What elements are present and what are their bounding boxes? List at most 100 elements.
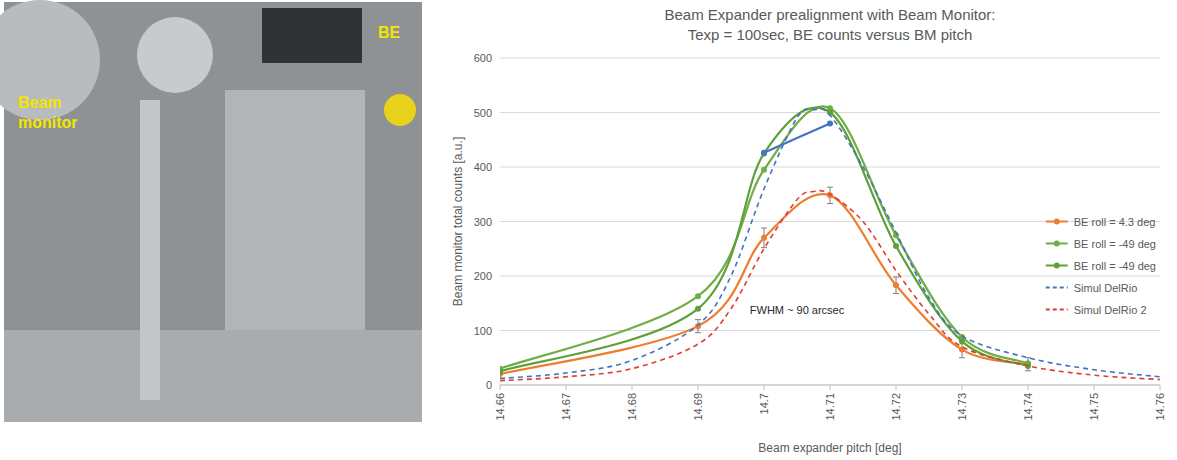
x-tick (962, 385, 963, 390)
error-bar-cap (761, 228, 767, 229)
x-tick (1028, 385, 1029, 390)
y-tick-label: 500 (474, 107, 492, 119)
text-line: Texp = 100sec, BE counts versus BM pitch (688, 26, 973, 43)
error-bar-cap (893, 293, 899, 294)
photo: Beam monitor BE (0, 0, 422, 422)
grid-line (500, 58, 1160, 59)
legend: BE roll = 4.3 deg BE roll = -49 deg BE rol… (1046, 216, 1156, 316)
text-line: BE (378, 24, 401, 41)
legend-marker (1054, 219, 1060, 225)
y-tick-label: 600 (474, 52, 492, 64)
legend-item: BE roll = -49 deg (1046, 260, 1156, 272)
text-line: Beam (18, 94, 62, 111)
photo-stage (225, 90, 365, 330)
annotation: FWHM ~ 90 arcsec (750, 304, 845, 316)
point (500, 368, 503, 374)
photo-marker (384, 94, 416, 126)
y-tick-label: 0 (486, 379, 492, 391)
error-bar-cap (893, 277, 899, 278)
plot-area (500, 105, 1160, 381)
legend-item: Simul DelRio (1046, 282, 1138, 294)
photo-label: BE (378, 24, 401, 41)
photo-table (4, 330, 422, 422)
point (827, 120, 833, 126)
point (761, 150, 767, 156)
point (893, 282, 899, 288)
x-tick (1160, 385, 1161, 390)
error-bar-cap (827, 203, 833, 204)
series-line (500, 191, 1160, 381)
legend-swatch (1046, 287, 1068, 289)
point (761, 150, 767, 156)
legend-item: Simul DelRio 2 (1046, 304, 1147, 316)
legend-marker (1054, 263, 1060, 269)
error-bar (893, 277, 899, 293)
photo-port (0, 0, 100, 120)
x-tick-label: 14.74 (1022, 393, 1034, 421)
series-line (764, 123, 830, 152)
legend-item: BE roll = -49 deg (1046, 238, 1156, 250)
x-tick-label: 14.73 (956, 393, 968, 421)
point (695, 306, 701, 312)
legend-item: BE roll = 4.3 deg (1046, 216, 1156, 228)
photo-monitor (140, 100, 160, 400)
point (695, 293, 701, 299)
x-tick-label: 14.75 (1088, 393, 1100, 421)
error-bar-cap (695, 332, 701, 333)
x-tick (632, 385, 633, 390)
point (959, 338, 965, 344)
y-tick-label: 100 (474, 325, 492, 337)
legend-label: Simul DelRio 2 (1074, 304, 1147, 316)
x-tick (500, 385, 501, 390)
y-axis-title: Beam monitor total counts [a.u.] (451, 137, 465, 306)
photo-port (137, 17, 213, 93)
error-bar-cap (959, 357, 965, 358)
x-tick-label: 14.69 (692, 393, 704, 421)
x-tick (830, 385, 831, 390)
legend-marker (1054, 241, 1060, 247)
text-line: Beam Expander prealignment with Beam Mon… (665, 6, 996, 23)
point (893, 243, 899, 249)
x-tick-label: 14.71 (824, 393, 836, 421)
point (761, 167, 767, 173)
y-tick-label: 300 (474, 216, 492, 228)
legend-swatch (1046, 309, 1068, 311)
series-line (500, 106, 1028, 368)
series-line (500, 108, 1028, 372)
series-line (500, 109, 1160, 379)
y-tick-label: 200 (474, 270, 492, 282)
x-tick (764, 385, 765, 390)
legend-label: BE roll = -49 deg (1074, 260, 1156, 272)
error-bar-cap (695, 319, 701, 320)
x-tick-label: 14.7 (758, 393, 770, 414)
error-bar (1025, 358, 1031, 371)
legend-label: BE roll = -49 deg (1074, 238, 1156, 250)
error-bar-cap (1025, 370, 1031, 371)
grid-line (500, 330, 1160, 331)
error-bar (695, 320, 701, 333)
grid-line (500, 167, 1160, 168)
photo-label: Beam monitor (18, 94, 78, 131)
x-tick-label: 14.76 (1154, 393, 1166, 421)
x-tick (698, 385, 699, 390)
x-tick-label: 14.68 (626, 393, 638, 421)
photo-expander (262, 8, 362, 63)
error-bar-cap (827, 187, 833, 188)
legend-label: Simul DelRio (1074, 282, 1138, 294)
legend-label: BE roll = 4.3 deg (1074, 216, 1156, 228)
series-line (500, 194, 1028, 374)
grid-line (500, 276, 1160, 277)
error-bar-cap (761, 247, 767, 248)
text-line: monitor (18, 114, 78, 131)
chart-title: Beam Expander prealignment with Beam Mon… (665, 6, 996, 43)
x-tick (1094, 385, 1095, 390)
y-tick-label: 400 (474, 161, 492, 173)
grid-line (500, 221, 1160, 222)
x-tick (896, 385, 897, 390)
figure: Beam monitor BE Beam Expander prealignment … (0, 0, 1177, 460)
x-tick-label: 14.67 (560, 393, 572, 421)
x-axis-title: Beam expander pitch [deg] (758, 441, 901, 455)
point (761, 235, 767, 241)
x-tick (566, 385, 567, 390)
x-tick-label: 14.66 (494, 393, 506, 421)
